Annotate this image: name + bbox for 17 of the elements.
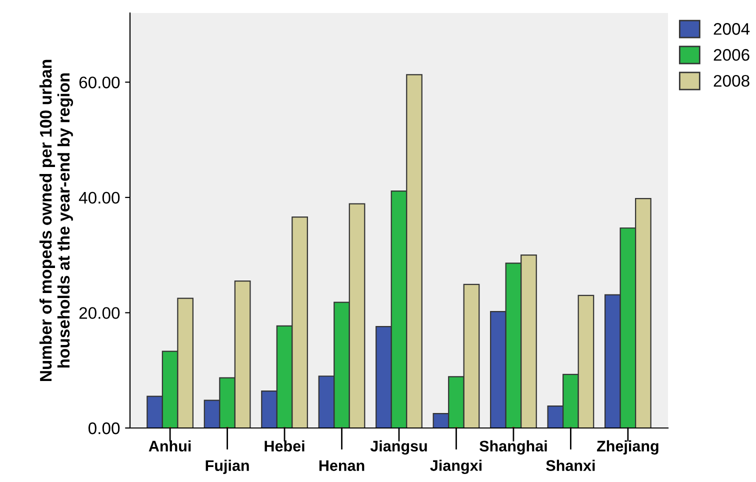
- x-tick-label: Shanghai: [480, 440, 547, 455]
- x-tick-label: Shanxi: [546, 460, 595, 471]
- x-tick-label: Zhejiang: [596, 440, 658, 455]
- y-tick-label: 0.00: [88, 422, 120, 434]
- x-tick-label: Anhui: [148, 440, 191, 452]
- legend-label: 2004: [714, 23, 750, 35]
- legend-label: 2008: [714, 74, 750, 87]
- x-tick-label: Jiangxi: [430, 460, 482, 474]
- x-tick-label: Hebei: [264, 440, 304, 452]
- legend-label: 2006: [714, 49, 750, 61]
- x-tick-label: Jiangsu: [370, 440, 427, 455]
- x-tick-label: Fujian: [206, 460, 249, 474]
- y-axis-title: Number of mopeds owned per 100 urban households at the year-end by region: [39, 60, 74, 381]
- x-tick-label: Henan: [319, 460, 364, 471]
- y-tick-label: 20.00: [79, 307, 120, 319]
- y-tick-label: 60.00: [79, 76, 120, 88]
- y-tick-label: 40.00: [78, 192, 120, 204]
